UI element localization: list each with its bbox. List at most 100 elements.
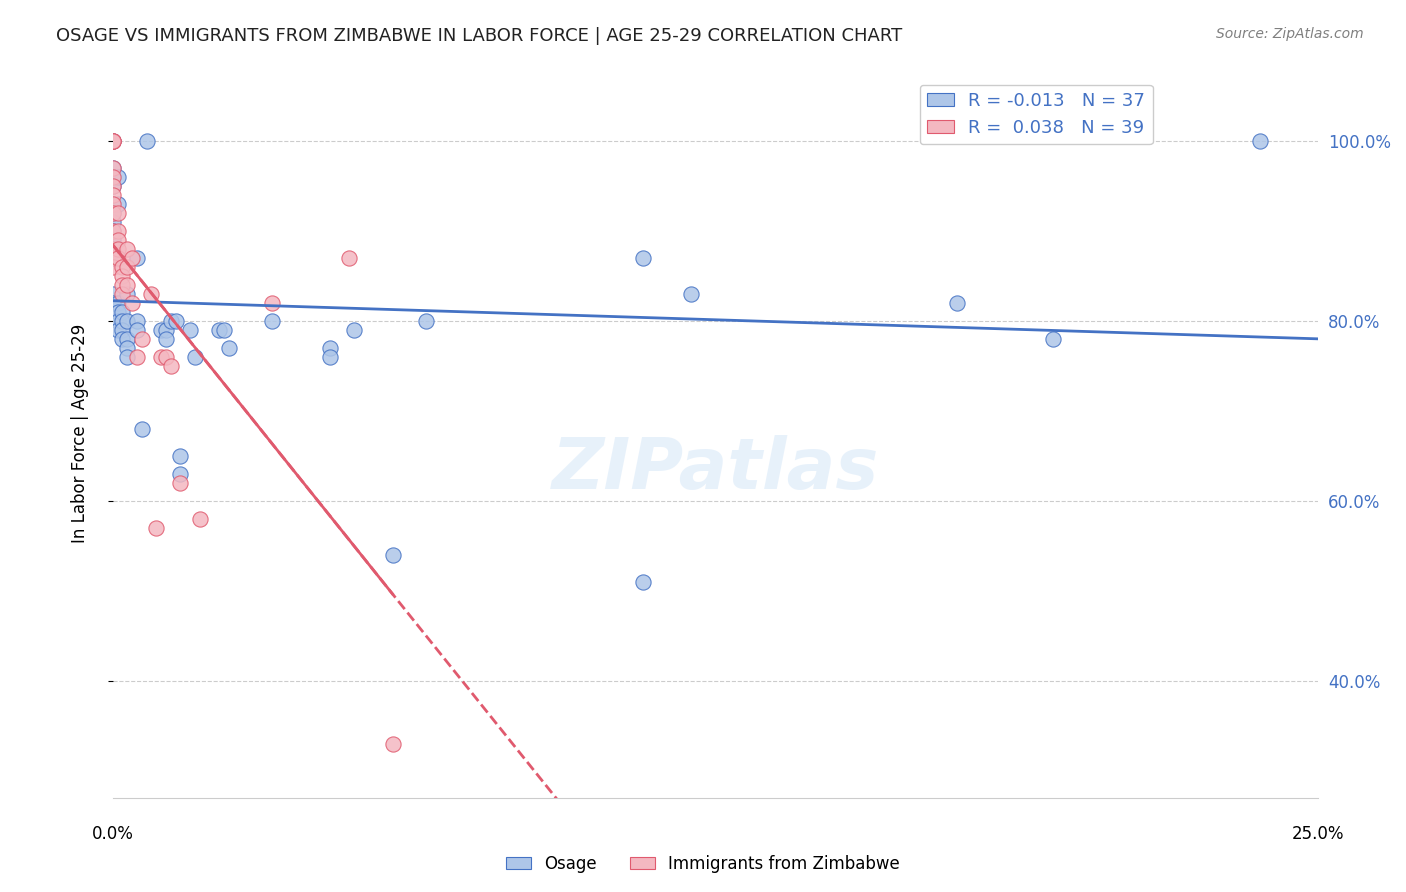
Point: [111, 260, 134, 274]
Point: [208, 323, 231, 337]
Point: [165, 313, 187, 327]
Point: [218, 341, 240, 355]
Legend: Osage, Immigrants from Zimbabwe: Osage, Immigrants from Zimbabwe: [499, 848, 907, 880]
Point: [107, 196, 129, 211]
Point: [169, 475, 191, 490]
Point: [117, 341, 139, 355]
Text: 0.0%: 0.0%: [91, 825, 134, 843]
Point: [101, 169, 124, 184]
Point: [169, 467, 191, 481]
Point: [107, 242, 129, 256]
Point: [631, 574, 654, 589]
Point: [1042, 332, 1064, 346]
Point: [125, 313, 148, 327]
Point: [101, 205, 124, 219]
Point: [337, 251, 360, 265]
Point: [945, 295, 967, 310]
Point: [125, 251, 148, 265]
Point: [101, 134, 124, 148]
Point: [107, 205, 129, 219]
Point: [111, 323, 134, 337]
Point: [101, 286, 124, 301]
Point: [319, 341, 342, 355]
Point: [111, 332, 134, 346]
Point: [631, 251, 654, 265]
Point: [101, 224, 124, 238]
Point: [184, 350, 207, 364]
Point: [117, 286, 139, 301]
Point: [150, 350, 173, 364]
Point: [117, 277, 139, 292]
Point: [111, 286, 134, 301]
Legend: R = -0.013   N = 37, R =  0.038   N = 39: R = -0.013 N = 37, R = 0.038 N = 39: [920, 85, 1153, 145]
Point: [101, 242, 124, 256]
Point: [101, 196, 124, 211]
Point: [681, 286, 703, 301]
Point: [107, 169, 129, 184]
Point: [101, 295, 124, 310]
Point: [155, 350, 177, 364]
Point: [212, 323, 235, 337]
Point: [141, 286, 163, 301]
Point: [125, 323, 148, 337]
Point: [107, 304, 129, 318]
Text: Source: ZipAtlas.com: Source: ZipAtlas.com: [1216, 27, 1364, 41]
Point: [117, 332, 139, 346]
Point: [101, 260, 124, 274]
Point: [107, 323, 129, 337]
Point: [101, 187, 124, 202]
Point: [101, 178, 124, 193]
Point: [260, 295, 283, 310]
Point: [117, 350, 139, 364]
Point: [159, 313, 181, 327]
Point: [319, 350, 342, 364]
Point: [101, 134, 124, 148]
Point: [101, 178, 124, 193]
Text: ZIPatlas: ZIPatlas: [553, 435, 879, 504]
Point: [131, 332, 153, 346]
Point: [107, 313, 129, 327]
Point: [188, 512, 211, 526]
Point: [135, 134, 157, 148]
Y-axis label: In Labor Force | Age 25-29: In Labor Force | Age 25-29: [72, 324, 89, 543]
Point: [125, 350, 148, 364]
Point: [155, 323, 177, 337]
Point: [117, 260, 139, 274]
Point: [111, 268, 134, 283]
Point: [101, 224, 124, 238]
Point: [155, 332, 177, 346]
Point: [111, 277, 134, 292]
Point: [1249, 134, 1271, 148]
Point: [101, 196, 124, 211]
Point: [179, 323, 201, 337]
Point: [107, 233, 129, 247]
Text: OSAGE VS IMMIGRANTS FROM ZIMBABWE IN LABOR FORCE | AGE 25-29 CORRELATION CHART: OSAGE VS IMMIGRANTS FROM ZIMBABWE IN LAB…: [56, 27, 903, 45]
Point: [150, 323, 173, 337]
Point: [101, 242, 124, 256]
Point: [101, 134, 124, 148]
Point: [131, 422, 153, 436]
Point: [260, 313, 283, 327]
Point: [381, 737, 404, 751]
Point: [169, 449, 191, 463]
Point: [381, 548, 404, 562]
Point: [107, 295, 129, 310]
Point: [159, 359, 181, 373]
Point: [117, 242, 139, 256]
Point: [101, 169, 124, 184]
Point: [145, 521, 167, 535]
Point: [107, 224, 129, 238]
Text: 25.0%: 25.0%: [1292, 825, 1344, 843]
Point: [121, 295, 143, 310]
Point: [101, 251, 124, 265]
Point: [415, 313, 437, 327]
Point: [117, 313, 139, 327]
Point: [101, 214, 124, 228]
Point: [111, 313, 134, 327]
Point: [101, 233, 124, 247]
Point: [121, 251, 143, 265]
Point: [107, 251, 129, 265]
Point: [101, 251, 124, 265]
Point: [101, 161, 124, 175]
Point: [101, 161, 124, 175]
